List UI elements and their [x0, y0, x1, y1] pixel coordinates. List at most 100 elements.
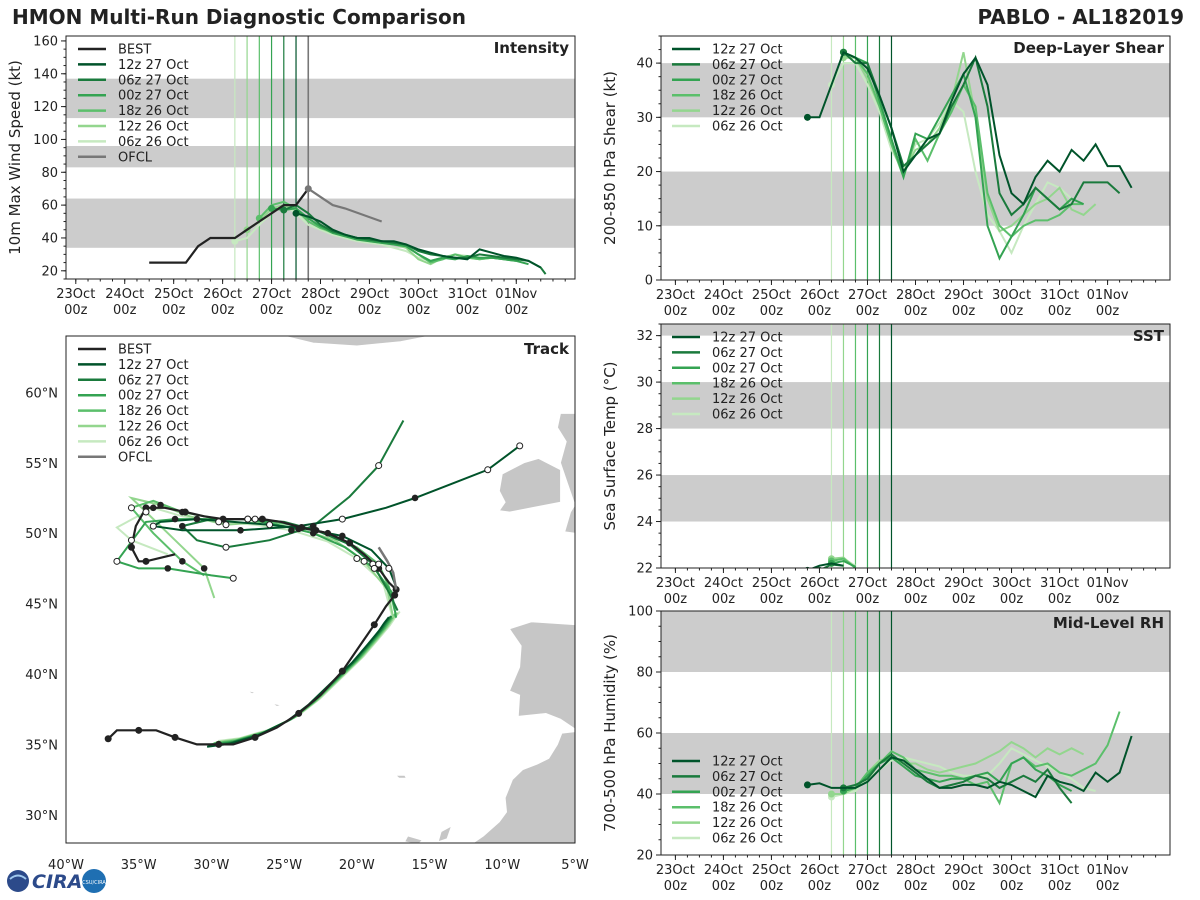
xtick-label-shear: 00z [1000, 304, 1024, 319]
ytick-label-sst: 22 [636, 562, 653, 577]
track-marker-open [375, 462, 383, 470]
series-rh-0 [807, 735, 1133, 799]
xtick-label-sst: 01Nov [1087, 576, 1129, 591]
legend-label-ofcl: OFCL [118, 150, 153, 165]
ofcl-line [307, 187, 383, 223]
series-start-intensity-0 [292, 209, 300, 217]
legend-label-run: 00z 27 Oct [118, 389, 189, 404]
xtick-label-intensity: 31Oct [448, 287, 487, 302]
track-marker-open [222, 543, 230, 551]
series-rh-1 [843, 753, 1073, 804]
track-best-point [295, 709, 303, 717]
ytick-label-shear: 30 [636, 111, 653, 126]
lon-tick-label: 10°W [484, 858, 520, 873]
band-sst-1 [661, 382, 1170, 429]
panel-title-track: Track [524, 340, 570, 358]
xtick-label-intensity: 30Oct [399, 287, 438, 302]
lat-tick-label: 60°N [25, 386, 58, 401]
track-series-1 [180, 420, 405, 612]
track-marker-filled [309, 522, 317, 530]
track-best-point [338, 667, 346, 675]
xtick-label-intensity: 26Oct [203, 287, 242, 302]
ytick-label-intensity: 160 [33, 34, 58, 49]
xtick-label-shear: 01Nov [1087, 288, 1129, 303]
xtick-label-shear: 00z [760, 304, 784, 319]
lat-tick-label: 55°N [25, 457, 58, 472]
track-approach-5 [217, 610, 401, 742]
logo-subtext: CSU/CIRA [82, 880, 106, 886]
plot-area-rh [661, 611, 1170, 855]
panel-title-rh: Mid-Level RH [1053, 614, 1164, 632]
track-best-point [104, 735, 112, 743]
series-sst-2 [831, 559, 856, 568]
track-marker-open [113, 557, 121, 565]
panel-title-sst: SST [1133, 327, 1165, 345]
lat-tick-label: 35°N [25, 738, 58, 753]
legend-label-ofcl: OFCL [118, 450, 153, 465]
xtick-label-sst: 00z [952, 592, 976, 607]
series-start-intensity-5 [231, 237, 239, 245]
ylabel-shear: 200-850 hPa Shear (kt) [601, 71, 619, 245]
lon-tick-label: 25°W [266, 858, 302, 873]
track-marker-filled [179, 508, 186, 516]
xtick-label-rh: 00z [1000, 879, 1024, 894]
track-marker-open [266, 521, 274, 529]
panel-track: Track 40°W 35°W 30°W 25°W 20°W 15°W 10°W 5°W 30°N… [25, 335, 589, 873]
lon-tick-label: 35°W [121, 858, 157, 873]
track-marker-open [360, 557, 368, 565]
lat-tick-label: 30°N [25, 809, 58, 824]
track-marker-open [370, 564, 378, 572]
track-marker-open [142, 508, 150, 516]
track-best-point [258, 515, 266, 523]
land-7 [437, 825, 453, 843]
legend-label-run: 18z 26 Oct [118, 404, 189, 419]
lon-tick-label: 5°W [561, 858, 589, 873]
xtick-label-shear: 26Oct [800, 288, 839, 303]
land-9 [272, 703, 282, 707]
series-intensity-1 [283, 203, 547, 275]
xtick-label-sst: 27Oct [848, 576, 887, 591]
xtick-label-sst: 00z [856, 592, 880, 607]
xtick-label-shear: 24Oct [704, 288, 743, 303]
ytick-label-intensity: 20 [41, 264, 58, 279]
xtick-label-intensity: 00z [456, 303, 480, 318]
band-intensity-2 [66, 78, 575, 119]
land-1 [557, 413, 575, 534]
xtick-label-sst: 24Oct [704, 576, 743, 591]
xtick-label-rh: 00z [712, 879, 736, 894]
xtick-label-sst: 30Oct [992, 576, 1031, 591]
xtick-label-sst: 00z [1096, 592, 1120, 607]
page-title: HMON Multi-Run Diagnostic Comparison [12, 5, 466, 29]
track-marker-open [353, 555, 361, 563]
xtick-label-intensity: 28Oct [301, 287, 340, 302]
xtick-label-intensity: 27Oct [252, 287, 291, 302]
land-4 [472, 731, 575, 843]
legend-label-run: 12z 26 Oct [118, 420, 189, 435]
ytick-label-sst: 32 [636, 329, 653, 344]
track-marker-filled [237, 527, 244, 534]
xtick-label-sst: 00z [808, 592, 832, 607]
land-0 [283, 336, 432, 347]
xtick-label-rh: 00z [808, 879, 832, 894]
legend-label-run: 12z 26 Oct [712, 104, 783, 119]
land-5 [395, 775, 407, 779]
legend-label-best: BEST [118, 43, 151, 58]
xtick-label-intensity: 00z [64, 303, 88, 318]
legend-label-run: 18z 26 Oct [712, 801, 783, 816]
track-marker-open [385, 564, 393, 572]
series-start-shear-0 [803, 113, 811, 121]
legend-label-run: 18z 26 Oct [712, 89, 783, 104]
track-best-point [135, 726, 143, 734]
legend-label-run: 06z 27 Oct [712, 346, 783, 361]
xtick-label-shear: 00z [904, 304, 928, 319]
track-marker-open [338, 515, 346, 523]
xtick-label-rh: 29Oct [944, 863, 983, 878]
xtick-label-sst: 23Oct [656, 576, 695, 591]
ytick-label-shear: 0 [645, 274, 653, 289]
xtick-label-intensity: 00z [113, 303, 137, 318]
xtick-label-shear: 27Oct [848, 288, 887, 303]
lon-tick-label: 30°W [193, 858, 229, 873]
xtick-label-sst: 26Oct [800, 576, 839, 591]
panel-rh: 2040608010023Oct00z24Oct00z25Oct00z26Oct… [601, 605, 1171, 894]
track-marker-filled [164, 565, 172, 572]
